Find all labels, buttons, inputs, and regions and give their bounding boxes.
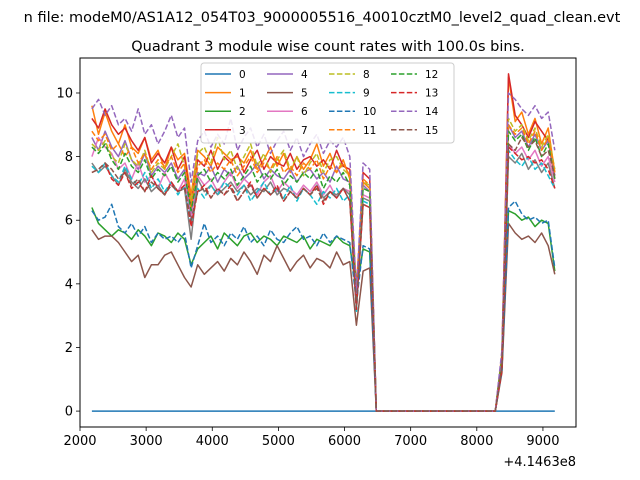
x-tick-label: 3000: [130, 434, 163, 449]
x-tick-label: 9000: [526, 434, 559, 449]
legend-label-11: 11: [363, 125, 376, 137]
y-tick-label: 10: [56, 86, 73, 101]
series-line-12: [91, 130, 556, 412]
x-tick-label: 2000: [63, 434, 96, 449]
x-offset-label: +4.1463e8: [503, 455, 576, 470]
legend-label-0: 0: [239, 69, 246, 81]
legend-label-6: 6: [301, 106, 308, 118]
x-tick-label: 6000: [328, 434, 361, 449]
x-axis: 2000 3000 4000 5000 6000 7000 8000 9000: [63, 427, 559, 449]
legend-label-8: 8: [363, 69, 370, 81]
legend-label-7: 7: [301, 125, 308, 137]
y-tick-label: 2: [65, 341, 73, 356]
y-tick-label: 8: [65, 150, 73, 165]
legend-label-9: 9: [363, 88, 370, 100]
legend-label-3: 3: [239, 125, 246, 137]
y-tick-label: 0: [65, 405, 73, 420]
axes-frame: [79, 57, 577, 428]
legend-label-5: 5: [301, 88, 308, 100]
y-tick-label: 4: [65, 277, 73, 292]
chart-title: Quadrant 3 module wise count rates with …: [131, 39, 525, 55]
legend-label-4: 4: [301, 69, 308, 81]
x-tick-label: 7000: [394, 434, 427, 449]
legend-label-15: 15: [425, 125, 438, 137]
legend-label-13: 13: [425, 88, 438, 100]
x-tick-label: 8000: [460, 434, 493, 449]
x-tick-label: 4000: [196, 434, 229, 449]
y-axis: 0 2 4 6 8 10: [56, 86, 80, 420]
series-line-11: [91, 124, 556, 412]
legend-label-10: 10: [363, 106, 376, 118]
legend-label-12: 12: [425, 69, 438, 81]
figure-suptitle: n file: modeM0/AS1A12_054T03_9000005516_…: [24, 10, 621, 26]
x-tick-label: 5000: [262, 434, 295, 449]
legend-label-1: 1: [239, 88, 246, 100]
series-line-15: [91, 136, 556, 412]
legend-label-2: 2: [239, 106, 246, 118]
legend-box: [200, 62, 455, 144]
plot-lines: [91, 73, 556, 412]
legend-label-14: 14: [425, 106, 439, 118]
y-tick-label: 6: [65, 214, 73, 229]
